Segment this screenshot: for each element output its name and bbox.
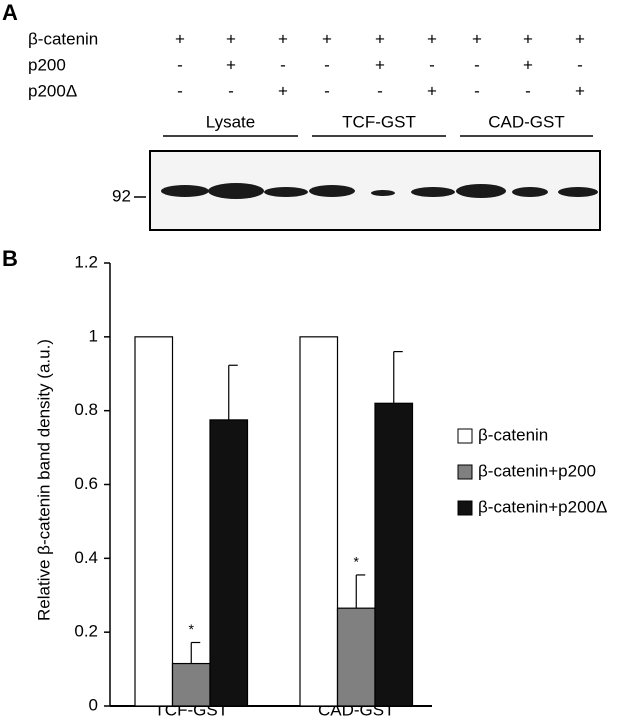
- row-label: p200: [28, 55, 66, 74]
- bar: [336, 607, 376, 707]
- legend-label: β-catenin+p200: [478, 461, 596, 480]
- y-tick-label: 0.2: [74, 622, 98, 641]
- bar: [134, 336, 174, 707]
- sign: -: [474, 81, 480, 100]
- sign: +: [226, 29, 236, 48]
- row-label: p200Δ: [28, 81, 77, 100]
- legend-swatch: [457, 428, 473, 444]
- sign: -: [429, 55, 435, 74]
- sign: +: [575, 81, 585, 100]
- sign: -: [377, 81, 383, 100]
- y-tick-label: 0: [89, 695, 98, 714]
- sign: -: [324, 81, 330, 100]
- sign: +: [472, 29, 482, 48]
- sign: -: [525, 81, 531, 100]
- sign: -: [324, 55, 330, 74]
- legend-label: β-catenin+p200Δ: [478, 497, 607, 516]
- significance-marker: *: [354, 554, 360, 570]
- bar: [299, 336, 339, 707]
- sign: +: [375, 29, 385, 48]
- sign: -: [177, 81, 183, 100]
- sign: -: [474, 55, 480, 74]
- sign: +: [427, 29, 437, 48]
- sign: -: [177, 55, 183, 74]
- y-axis-label: Relative β-catenin band density (a.u.): [34, 339, 53, 621]
- significance-marker: *: [189, 621, 195, 637]
- legend-label: β-catenin: [478, 425, 548, 444]
- panel-label: B: [2, 246, 18, 271]
- legend-swatch: [457, 500, 473, 516]
- bar: [374, 402, 414, 707]
- y-tick-label: 0.6: [74, 474, 98, 493]
- sign: +: [278, 81, 288, 100]
- sign: -: [280, 55, 286, 74]
- y-tick-label: 0.4: [74, 548, 98, 567]
- sign: +: [278, 29, 288, 48]
- marker-label: 92: [112, 186, 131, 205]
- y-tick-label: 0.8: [74, 400, 98, 419]
- sign: +: [523, 29, 533, 48]
- blot-bands: [161, 183, 598, 199]
- bar: [171, 662, 211, 707]
- bar: [209, 419, 249, 707]
- group-label: CAD-GST: [488, 112, 565, 131]
- y-tick-label: 1: [89, 326, 98, 345]
- group-label: Lysate: [206, 112, 255, 131]
- sign: +: [322, 29, 332, 48]
- legend-swatch: [457, 464, 473, 480]
- group-label: TCF-GST: [342, 112, 416, 131]
- y-tick-label: 1.2: [74, 252, 98, 271]
- sign: +: [523, 55, 533, 74]
- sign: -: [228, 81, 234, 100]
- panel-label: A: [2, 0, 18, 25]
- row-label: β-catenin: [28, 29, 98, 48]
- sign: -: [577, 55, 583, 74]
- sign: +: [427, 81, 437, 100]
- sign: +: [226, 55, 236, 74]
- sign: +: [175, 29, 185, 48]
- sign: +: [375, 55, 385, 74]
- sign: +: [575, 29, 585, 48]
